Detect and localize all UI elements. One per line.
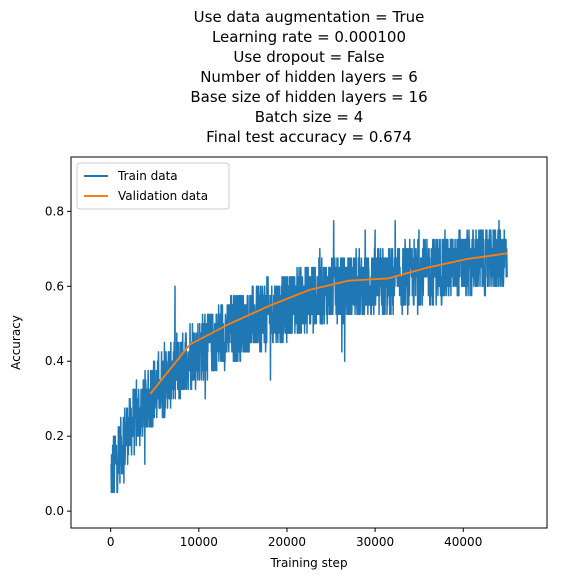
x-tick-label: 0 [107,535,115,549]
legend-label: Train data [117,169,178,183]
title-line: Learning rate = 0.000100 [212,28,406,46]
y-tick-label: 0.4 [45,354,64,368]
y-tick-label: 0.6 [45,279,64,293]
x-axis-label: Training step [269,556,347,570]
y-tick-label: 0.8 [45,204,64,218]
legend-label: Validation data [118,189,208,203]
x-tick-label: 10000 [180,535,218,549]
title-line: Number of hidden layers = 6 [200,68,418,86]
plot-area [71,157,547,528]
title-line: Use data augmentation = True [194,8,425,26]
y-tick-label: 0.0 [45,504,64,518]
title-line: Batch size = 4 [255,108,364,126]
x-axis: 0 10000 20000 30000 40000 [107,528,483,549]
x-tick-label: 20000 [268,535,306,549]
y-axis: 0.0 0.2 0.4 0.6 0.8 [45,204,71,518]
title-line: Base size of hidden layers = 16 [190,88,427,106]
x-tick-label: 40000 [444,535,482,549]
y-axis-label: Accuracy [9,315,23,370]
plot-frame [71,157,547,528]
chart-title: Use data augmentation = True Learning rat… [190,8,427,146]
y-tick-label: 0.2 [45,429,64,443]
title-line: Final test accuracy = 0.674 [206,128,412,146]
title-line: Use dropout = False [233,48,384,66]
train-data-line [111,221,508,493]
x-tick-label: 30000 [356,535,394,549]
legend: Train data Validation data [77,163,229,209]
